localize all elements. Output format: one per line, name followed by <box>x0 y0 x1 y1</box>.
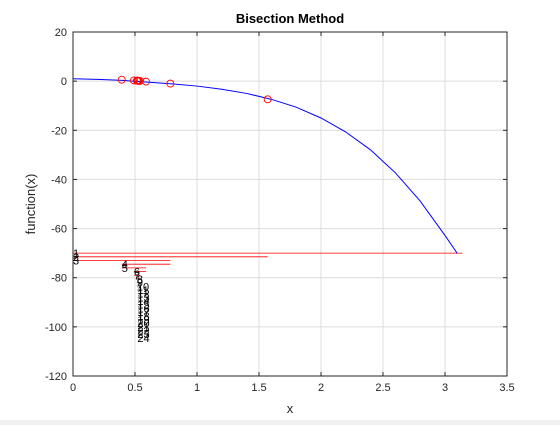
iteration-label: 3 <box>73 256 79 268</box>
y-tick-label: -20 <box>51 125 67 137</box>
chart-title: Bisection Method <box>236 11 344 26</box>
iteration-label: 8 <box>137 274 143 286</box>
midpoint-marker <box>166 79 175 88</box>
iteration-label: 1 <box>73 248 79 260</box>
y-tick-label: -60 <box>51 224 67 236</box>
x-tick-label: 2 <box>318 382 324 394</box>
iteration-label: 24 <box>137 333 149 345</box>
iteration-label: 2 <box>73 252 79 264</box>
y-ticks: 20 0 -20 -40 -60 -80 -100 -120 <box>45 27 507 383</box>
iteration-label: 19 <box>137 314 149 326</box>
midpoint-marker <box>133 76 142 85</box>
x-tick-label: 0.5 <box>127 382 142 394</box>
iteration-label: 15 <box>137 300 149 312</box>
iteration-label: 14 <box>137 296 149 308</box>
y-tick-label: -100 <box>45 322 67 334</box>
y-tick-label: 20 <box>55 27 67 39</box>
iteration-label: 23 <box>137 329 149 341</box>
interval-lines <box>73 252 463 339</box>
iteration-label: 16 <box>137 303 149 315</box>
iteration-label: 22 <box>137 326 149 338</box>
x-tick-label: 3.5 <box>499 382 514 394</box>
y-tick-label: 0 <box>61 76 67 88</box>
y-tick-label: -120 <box>45 371 67 383</box>
x-tick-label: 2.5 <box>375 382 390 394</box>
iteration-label: 11 <box>137 285 148 297</box>
iteration-label: 9 <box>137 278 143 290</box>
midpoint-marker <box>142 77 150 86</box>
iteration-label: 20 <box>137 318 149 330</box>
midpoint-marker <box>117 75 126 84</box>
y-axis-label: function(x) <box>23 174 38 235</box>
x-tick-label: 1.5 <box>251 382 266 394</box>
midpoint-marker <box>129 76 138 85</box>
iteration-label: 12 <box>137 289 149 301</box>
x-tick-label: 3 <box>442 382 448 394</box>
iteration-label: 5 <box>122 263 128 275</box>
iteration-label: 10 <box>137 281 149 293</box>
x-tick-label: 0 <box>70 382 76 394</box>
iteration-label: 18 <box>137 311 149 323</box>
iteration-label: 21 <box>137 322 149 334</box>
iteration-label: 4 <box>122 259 128 271</box>
x-ticks: 0 0.5 1 1.5 2 2.5 3 3.5 <box>70 32 515 394</box>
midpoint-marker <box>263 95 272 104</box>
y-tick-label: -80 <box>51 273 67 285</box>
x-tick-label: 1 <box>194 382 200 394</box>
iteration-label: 7 <box>134 270 140 282</box>
midpoint-markers <box>117 75 272 104</box>
plot-background <box>73 32 507 376</box>
y-tick-label: -40 <box>51 174 67 186</box>
iteration-label: 17 <box>137 307 149 319</box>
iteration-label: 6 <box>134 267 140 279</box>
iteration-label: 13 <box>137 292 149 304</box>
plot-box <box>72 31 508 377</box>
x-axis-label: x <box>287 401 294 416</box>
